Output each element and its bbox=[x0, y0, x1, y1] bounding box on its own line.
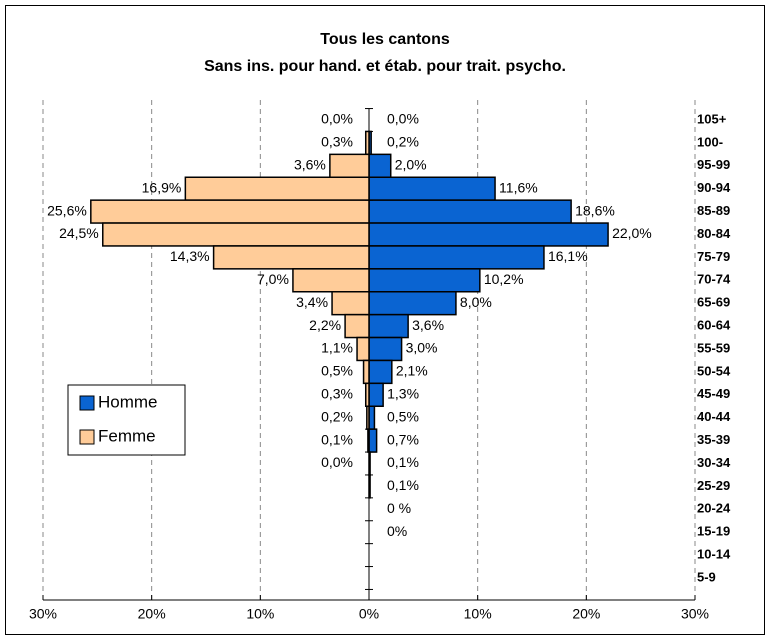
value-label: 22,0% bbox=[612, 225, 652, 241]
bar bbox=[368, 359, 393, 385]
bar bbox=[368, 382, 384, 408]
value-label: 0,7% bbox=[387, 431, 419, 447]
bar bbox=[362, 359, 370, 385]
value-label: 0,0% bbox=[321, 111, 353, 127]
value-label: 14,3% bbox=[170, 248, 210, 264]
value-label: 2,2% bbox=[309, 317, 341, 333]
value-label: 3,4% bbox=[296, 294, 328, 310]
category-label: 25-29 bbox=[697, 478, 730, 493]
value-label: 1,1% bbox=[321, 340, 353, 356]
category-label: 40-44 bbox=[697, 409, 731, 424]
value-label: 0% bbox=[387, 523, 407, 539]
bar bbox=[329, 153, 370, 179]
category-label: 80-84 bbox=[697, 226, 731, 241]
category-label: 95-99 bbox=[697, 157, 730, 172]
bar bbox=[368, 153, 392, 179]
value-label: 25,6% bbox=[47, 202, 87, 218]
bar bbox=[212, 245, 370, 270]
bar bbox=[356, 336, 370, 362]
value-label: 3,6% bbox=[294, 157, 326, 173]
value-label: 0,1% bbox=[387, 477, 419, 493]
value-label: 0,1% bbox=[321, 431, 353, 447]
category-label: 100- bbox=[697, 134, 723, 149]
chart-subtitle: Sans ins. pour hand. et étab. pour trait… bbox=[204, 58, 566, 75]
legend-label: Homme bbox=[98, 392, 158, 411]
bar bbox=[331, 291, 370, 316]
value-label: 0 % bbox=[387, 500, 411, 516]
category-label: 75-79 bbox=[697, 249, 730, 264]
category-label: 35-39 bbox=[697, 432, 730, 447]
bar bbox=[344, 313, 370, 339]
chart-title: Tous les cantons bbox=[320, 31, 450, 48]
value-label: 11,6% bbox=[499, 179, 538, 195]
value-label: 0,5% bbox=[387, 408, 419, 424]
category-label: 5-9 bbox=[697, 569, 716, 584]
bar bbox=[102, 222, 370, 247]
category-label: 50-54 bbox=[697, 363, 731, 378]
bar bbox=[368, 199, 572, 224]
value-label: 0,1% bbox=[387, 454, 419, 470]
value-label: 10,2% bbox=[484, 271, 524, 287]
category-label: 10-14 bbox=[697, 547, 731, 562]
value-label: 24,5% bbox=[59, 225, 99, 241]
legend-label: Femme bbox=[98, 426, 156, 445]
bar bbox=[368, 428, 378, 453]
x-tick-label: 0% bbox=[359, 606, 379, 622]
bar bbox=[368, 313, 409, 339]
value-label: 3,0% bbox=[406, 340, 438, 356]
x-tick-label: 20% bbox=[572, 606, 600, 622]
x-tick-label: 30% bbox=[681, 606, 709, 622]
category-label: 85-89 bbox=[697, 203, 730, 218]
value-label: 0,3% bbox=[321, 386, 353, 402]
category-label: 90-94 bbox=[697, 180, 731, 195]
category-label: 65-69 bbox=[697, 295, 730, 310]
x-tick-label: 20% bbox=[138, 606, 166, 622]
bar bbox=[368, 176, 496, 201]
bar bbox=[368, 291, 457, 316]
value-label: 1,3% bbox=[387, 386, 419, 402]
value-label: 0,0% bbox=[387, 111, 419, 127]
value-label: 0,3% bbox=[321, 134, 353, 150]
value-label: 7,0% bbox=[257, 271, 289, 287]
value-label: 2,1% bbox=[396, 363, 428, 379]
category-label: 15-19 bbox=[697, 524, 730, 539]
category-label: 105+ bbox=[697, 111, 727, 126]
bar bbox=[368, 405, 376, 430]
bar bbox=[184, 176, 370, 201]
category-label: 70-74 bbox=[697, 272, 731, 287]
category-label: 20-24 bbox=[697, 501, 731, 516]
value-label: 3,6% bbox=[412, 317, 444, 333]
value-label: 18,6% bbox=[575, 202, 615, 218]
x-tick-label: 10% bbox=[246, 606, 274, 622]
x-tick-label: 30% bbox=[29, 606, 57, 622]
value-label: 2,0% bbox=[395, 157, 427, 173]
bar bbox=[368, 245, 545, 270]
legend-swatch bbox=[79, 429, 95, 445]
bar bbox=[368, 222, 609, 247]
value-label: 0,2% bbox=[387, 134, 419, 150]
category-label: 55-59 bbox=[697, 340, 730, 355]
bar bbox=[368, 336, 403, 362]
x-tick-label: 10% bbox=[464, 606, 492, 622]
bar bbox=[368, 268, 481, 293]
value-label: 16,9% bbox=[142, 179, 182, 195]
category-label: 30-34 bbox=[697, 455, 731, 470]
bar bbox=[292, 268, 370, 293]
bar bbox=[90, 199, 370, 224]
category-label: 60-64 bbox=[697, 318, 731, 333]
legend-swatch bbox=[79, 395, 95, 411]
category-label: 45-49 bbox=[697, 386, 730, 401]
value-label: 0,0% bbox=[321, 454, 353, 470]
value-label: 8,0% bbox=[460, 294, 492, 310]
value-label: 16,1% bbox=[548, 248, 588, 264]
value-label: 0,5% bbox=[321, 363, 353, 379]
value-label: 0,2% bbox=[321, 408, 353, 424]
